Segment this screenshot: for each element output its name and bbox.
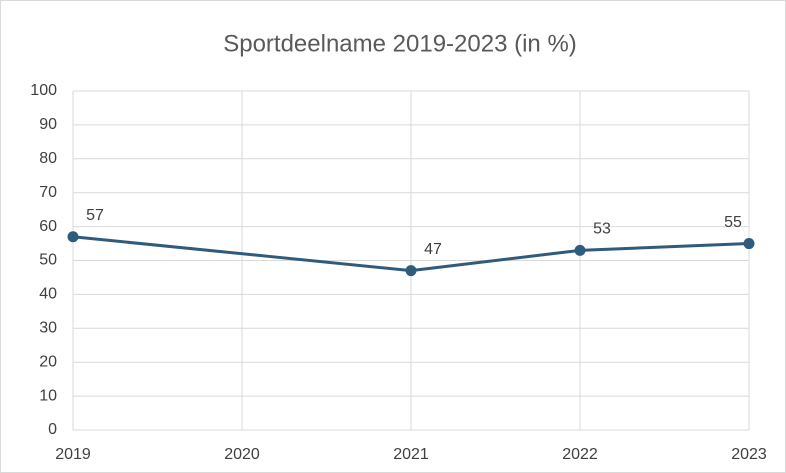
x-tick-label: 2019 — [55, 446, 91, 463]
y-tick-label: 40 — [39, 286, 57, 303]
y-tick-label: 50 — [39, 252, 57, 269]
data-label: 53 — [593, 221, 611, 238]
y-tick-label: 90 — [39, 116, 57, 133]
y-tick-label: 70 — [39, 184, 57, 201]
y-tick-label: 60 — [39, 218, 57, 235]
y-tick-label: 20 — [39, 353, 57, 370]
data-point — [67, 231, 79, 243]
y-tick-label: 0 — [48, 421, 57, 438]
data-label: 47 — [424, 241, 442, 258]
x-tick-label: 2023 — [731, 446, 767, 463]
x-tick-label: 2022 — [562, 446, 598, 463]
data-point — [743, 238, 755, 250]
data-point — [574, 244, 586, 256]
y-tick-label: 80 — [39, 150, 57, 167]
data-point — [405, 265, 417, 277]
data-label: 57 — [86, 207, 104, 224]
x-tick-label: 2020 — [224, 446, 260, 463]
chart-title: Sportdeelname 2019-2023 (in %) — [223, 30, 577, 57]
y-tick-label: 100 — [30, 82, 57, 99]
x-tick-label: 2021 — [393, 446, 429, 463]
line — [72, 235, 750, 273]
y-tick-label: 10 — [39, 387, 57, 404]
y-tick-label: 30 — [39, 320, 57, 337]
data-label: 55 — [724, 214, 742, 231]
